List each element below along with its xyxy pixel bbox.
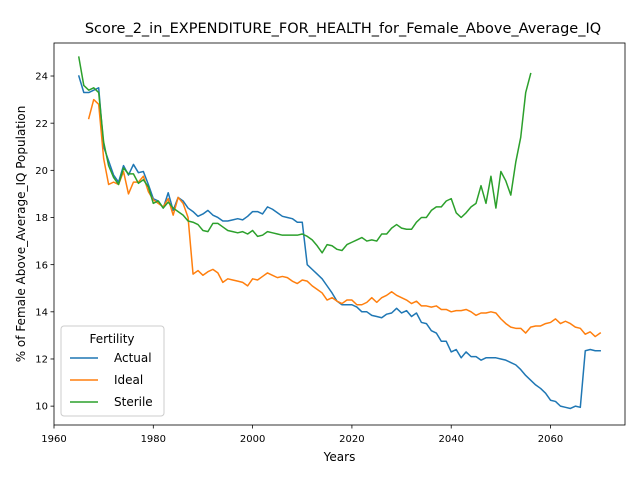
x-tick-label: 2020 [339, 434, 364, 445]
x-tick-label: 1980 [141, 434, 166, 445]
chart-title: Score_2_in_EXPENDITURE_FOR_HEALTH_for_Fe… [85, 21, 601, 37]
y-axis-label: % of Female Above_Average_IQ Population [14, 106, 28, 363]
x-axis: 1960 1980 2000 2020 2040 2060 [41, 425, 563, 445]
plot-frame [53, 42, 626, 426]
y-tick-label: 12 [35, 355, 48, 366]
y-tick-label: 10 [35, 402, 48, 413]
y-tick-label: 16 [35, 260, 48, 271]
legend-label-ideal: Ideal [114, 373, 143, 387]
x-tick-label: 2000 [240, 434, 265, 445]
series-layer [77, 56, 602, 410]
y-tick-label: 22 [35, 119, 48, 130]
y-tick-label: 18 [35, 213, 48, 224]
legend-title: Fertility [89, 332, 134, 346]
legend-label-sterile: Sterile [114, 395, 153, 409]
y-tick-label: 20 [35, 166, 48, 177]
legend: Fertility Actual Ideal Sterile [60, 325, 165, 417]
y-tick-label: 24 [35, 72, 48, 83]
x-axis-label: Years [323, 450, 356, 464]
legend-label-actual: Actual [114, 351, 152, 365]
series-line-ideal [87, 98, 602, 338]
x-tick-label: 1960 [41, 434, 66, 445]
x-tick-label: 2040 [438, 434, 463, 445]
x-tick-label: 2060 [538, 434, 563, 445]
y-axis: 10 12 14 16 18 20 22 24 [35, 72, 54, 413]
y-tick-label: 14 [35, 307, 48, 318]
series-line-sterile [77, 56, 532, 254]
legend-box [60, 325, 165, 417]
